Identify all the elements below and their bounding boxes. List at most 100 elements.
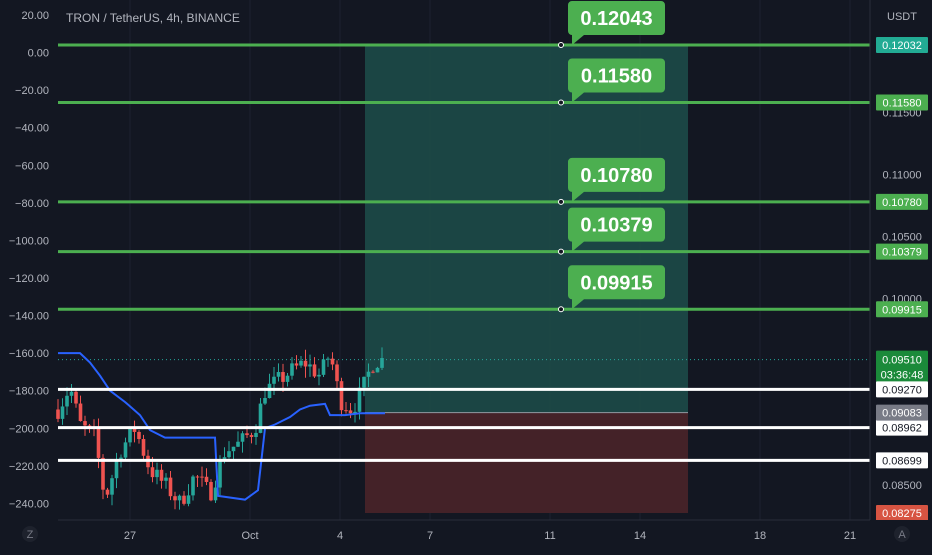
- time-axis-tick-label: 7: [427, 530, 433, 542]
- candle-body: [308, 364, 312, 367]
- candle-body: [177, 495, 182, 501]
- candle-body: [101, 457, 105, 490]
- right-axis-tick-label: 0.08500: [882, 480, 922, 492]
- candle-body: [218, 460, 222, 488]
- time-axis-tick-label: Oct: [241, 530, 258, 542]
- current-price-tag: [876, 350, 928, 384]
- candle-body: [272, 376, 276, 384]
- target-anchor-1: [558, 42, 564, 48]
- right-corner-badge[interactable]: [894, 526, 910, 542]
- candle-body: [78, 403, 83, 422]
- candle-body: [128, 428, 132, 443]
- candle-body: [110, 478, 114, 495]
- support-axis-tag-2-label: 0.08962: [882, 423, 922, 435]
- candle-body: [344, 410, 348, 412]
- candle-body: [60, 406, 65, 419]
- target-anchor-2: [558, 99, 564, 106]
- target-callout-label: 0.09915: [580, 272, 652, 294]
- target-callout-label: 0.12043: [580, 8, 652, 30]
- candle-body: [186, 495, 191, 504]
- candle-body: [240, 433, 245, 442]
- time-axis-tick-label: 4: [337, 530, 343, 542]
- target-anchor-3: [558, 198, 564, 205]
- candle-body: [380, 358, 384, 368]
- time-axis-tick-label: 27: [124, 530, 136, 542]
- candle-body: [123, 442, 128, 458]
- candle-body: [182, 495, 186, 504]
- candle-body: [299, 360, 303, 366]
- candle-body: [353, 411, 357, 414]
- candle-body: [281, 372, 285, 382]
- left-axis-tick-label: −240.00: [9, 498, 49, 510]
- left-axis-tick-label: −200.00: [9, 423, 49, 435]
- support-axis-tag-1-label: 0.09270: [882, 384, 922, 396]
- candle-body: [335, 364, 339, 382]
- candle-body: [303, 360, 308, 367]
- target-anchor-4: [558, 248, 564, 255]
- candle-body: [96, 428, 101, 458]
- candle-body: [137, 431, 141, 440]
- candle-body: [191, 476, 195, 496]
- candle-body: [348, 410, 353, 414]
- left-axis-tick-label: −80.00: [15, 198, 49, 210]
- support-axis-tag-3: [876, 452, 928, 469]
- target-callout-3: [568, 157, 665, 202]
- left-corner-badge[interactable]: [22, 526, 38, 542]
- target-axis-tag-2-label: 0.11580: [883, 98, 922, 110]
- target-axis-tag-4: [876, 243, 928, 260]
- support-axis-tag-1: [876, 381, 928, 398]
- chart-title: TRON / TetherUS, 4h, BINANCE: [66, 11, 240, 25]
- candle-body: [168, 477, 173, 497]
- time-axis-tick-label: 14: [634, 530, 646, 542]
- candle-body: [371, 371, 375, 373]
- candle-body: [317, 374, 321, 377]
- candle-body: [150, 467, 155, 478]
- target-axis-tag-1-label: 0.12032: [882, 40, 922, 52]
- candle-body: [56, 409, 60, 419]
- candle-body: [362, 376, 366, 388]
- candle-body: [173, 496, 177, 501]
- candle-body: [290, 363, 294, 376]
- left-axis-tick-label: −60.00: [15, 160, 49, 172]
- candle-body: [74, 391, 78, 404]
- candle-body: [155, 469, 159, 478]
- target-callout-1: [568, 1, 665, 45]
- candle-body: [65, 395, 69, 407]
- entry-axis-tag-label: 0.09083: [882, 408, 922, 420]
- right-axis-tick-label: 0.10500: [882, 232, 922, 244]
- target-callout-label: 0.10780: [580, 165, 652, 187]
- left-axis-tick-label: −220.00: [9, 461, 49, 473]
- candle-body: [375, 367, 380, 373]
- left-axis-tick-label: 0.00: [28, 48, 49, 60]
- candle-body: [326, 358, 330, 360]
- time-axis: [0, 520, 932, 550]
- target-callout-4: [568, 207, 665, 252]
- candle-body: [132, 428, 137, 432]
- time-axis-tick-label: 11: [544, 530, 555, 542]
- stop-axis-tag-label: 0.08275: [882, 508, 922, 520]
- right-axis-unit: USDT: [887, 11, 917, 23]
- left-axis-tick-label: −100.00: [9, 235, 49, 247]
- candle-body: [83, 421, 87, 426]
- candle-body: [164, 477, 168, 481]
- candle-body: [209, 481, 213, 501]
- candle-body: [339, 381, 344, 411]
- candle-body: [330, 358, 335, 365]
- candle-body: [357, 387, 362, 412]
- candle-body: [254, 432, 258, 437]
- candle-body: [114, 461, 119, 479]
- right-corner-badge-label: A: [898, 529, 906, 541]
- candle-body: [69, 391, 74, 396]
- candle-body: [204, 476, 209, 482]
- target-axis-tag-4-label: 0.10379: [882, 247, 922, 259]
- candle-body: [195, 476, 200, 478]
- left-axis-tick-label: 20.00: [21, 10, 49, 22]
- right-axis: [870, 0, 932, 520]
- candle-body: [366, 371, 371, 377]
- candle-body: [294, 363, 299, 366]
- loss-zone: [365, 412, 688, 513]
- candle-body: [141, 439, 146, 456]
- left-axis-tick-label: −140.00: [9, 311, 49, 323]
